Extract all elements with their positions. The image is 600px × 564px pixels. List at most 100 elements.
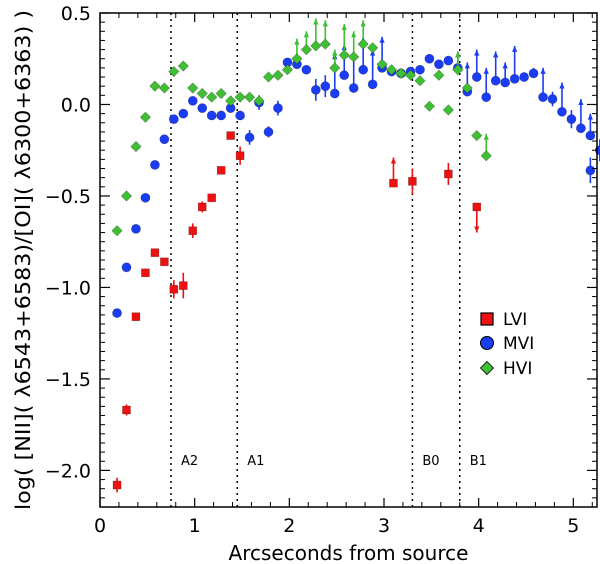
mvi-point (121, 262, 132, 273)
limit-arrow-head (360, 20, 366, 27)
limit-arrow-head (303, 31, 309, 38)
vertical-line-label: B1 (470, 454, 487, 469)
plot-frame (99, 12, 598, 508)
hvi-point (319, 38, 331, 50)
mvi-point (112, 308, 122, 318)
mvi-point (519, 72, 530, 82)
mvi-point (206, 110, 217, 121)
hvi-point (272, 69, 284, 81)
hvi-point (130, 140, 142, 153)
hvi-point (243, 91, 256, 103)
hvi-point (452, 64, 464, 76)
limit-arrow-head (455, 51, 461, 58)
lvi-point (472, 202, 482, 212)
lvi-point (444, 169, 453, 179)
hvi-point (291, 53, 303, 65)
mvi-point (329, 88, 340, 99)
x-tick-label: 5 (567, 515, 579, 537)
hvi-point (215, 87, 227, 100)
y-tick-label: −2.0 (45, 460, 91, 482)
lvi-point (160, 257, 169, 267)
lvi-point (131, 312, 141, 322)
lvi-point (235, 151, 245, 161)
mvi-point (585, 130, 596, 141)
limit-arrow-head (474, 49, 480, 56)
hvi-point (404, 69, 417, 81)
legend: LVI MVI HVI (479, 310, 534, 379)
mvi-point (150, 159, 160, 170)
lvi-point (197, 202, 207, 212)
hvi-point (262, 71, 275, 83)
x-tick-label: 2 (283, 515, 295, 537)
mvi-point (434, 59, 444, 70)
mvi-point (320, 81, 331, 92)
mvi-point (244, 132, 255, 143)
x-tick-label: 0 (94, 515, 106, 537)
hvi-point (158, 82, 170, 94)
limit-arrow-head (587, 113, 593, 120)
series-lvi (112, 131, 482, 493)
y-tick-label: −0.5 (45, 186, 91, 208)
limit-arrow-head (483, 67, 489, 74)
mvi-point (443, 55, 454, 66)
series-hvi (111, 18, 492, 237)
lvi-point (122, 405, 131, 415)
hvi-point (329, 62, 341, 74)
mvi-point (348, 83, 359, 93)
mvi-point (310, 84, 321, 95)
x-tick-label: 1 (189, 515, 201, 537)
mvi-point (301, 64, 312, 75)
mvi-point (490, 75, 501, 86)
limit-arrow-head (390, 157, 397, 164)
legend-label-hvi: HVI (503, 359, 532, 379)
mvi-point (178, 108, 189, 119)
series-mvi (112, 36, 600, 318)
hvi-point (310, 40, 322, 52)
limit-arrow-head (483, 133, 489, 140)
limit-arrow-head (294, 38, 300, 45)
x-tick-label: 4 (473, 515, 485, 537)
lvi-point (216, 166, 226, 175)
lvi-point (150, 248, 160, 257)
limit-arrow-head (341, 23, 347, 30)
mvi-point (140, 192, 151, 203)
limit-arrow-head (578, 98, 584, 105)
hvi-point (300, 43, 312, 56)
mvi-point (471, 72, 482, 82)
legend-marker-lvi (480, 312, 494, 326)
hvi-point (461, 82, 473, 94)
vertical-line-label: A1 (247, 454, 264, 469)
hvi-point (338, 49, 350, 61)
y-tick-label: −1.0 (45, 277, 91, 299)
data-marks (111, 18, 600, 493)
mvi-point (500, 77, 511, 88)
mvi-point (557, 106, 567, 117)
lvi-point (169, 284, 179, 294)
limit-arrow-head (502, 62, 508, 69)
vertical-line-label: A2 (181, 454, 198, 469)
mvi-point (263, 127, 274, 137)
lvi-point (408, 177, 417, 186)
hvi-point (423, 100, 436, 112)
legend-label-mvi: MVI (503, 334, 534, 354)
mvi-point (585, 165, 596, 176)
hvi-point (395, 67, 407, 80)
legend-label-lvi: LVI (503, 310, 527, 330)
limit-arrow-head (351, 31, 357, 38)
mvi-point (509, 73, 520, 84)
hvi-point (120, 190, 133, 202)
lvi-point (141, 268, 150, 278)
mvi-point (131, 223, 141, 234)
legend-marker-mvi (480, 336, 494, 350)
limit-arrow-head (540, 67, 546, 74)
hvi-point (376, 58, 388, 70)
axis-ticks: 0 1 2 3 4 5 −2.0 −1.5 −1.0 −0.5 0.0 0.5 (45, 3, 597, 537)
legend-marker-hvi (479, 360, 495, 376)
hvi-point (187, 82, 199, 94)
hvi-point (480, 150, 492, 162)
hvi-point (196, 87, 208, 100)
lvi-point (112, 480, 122, 490)
mvi-point (273, 103, 283, 114)
mvi-point (168, 114, 179, 125)
